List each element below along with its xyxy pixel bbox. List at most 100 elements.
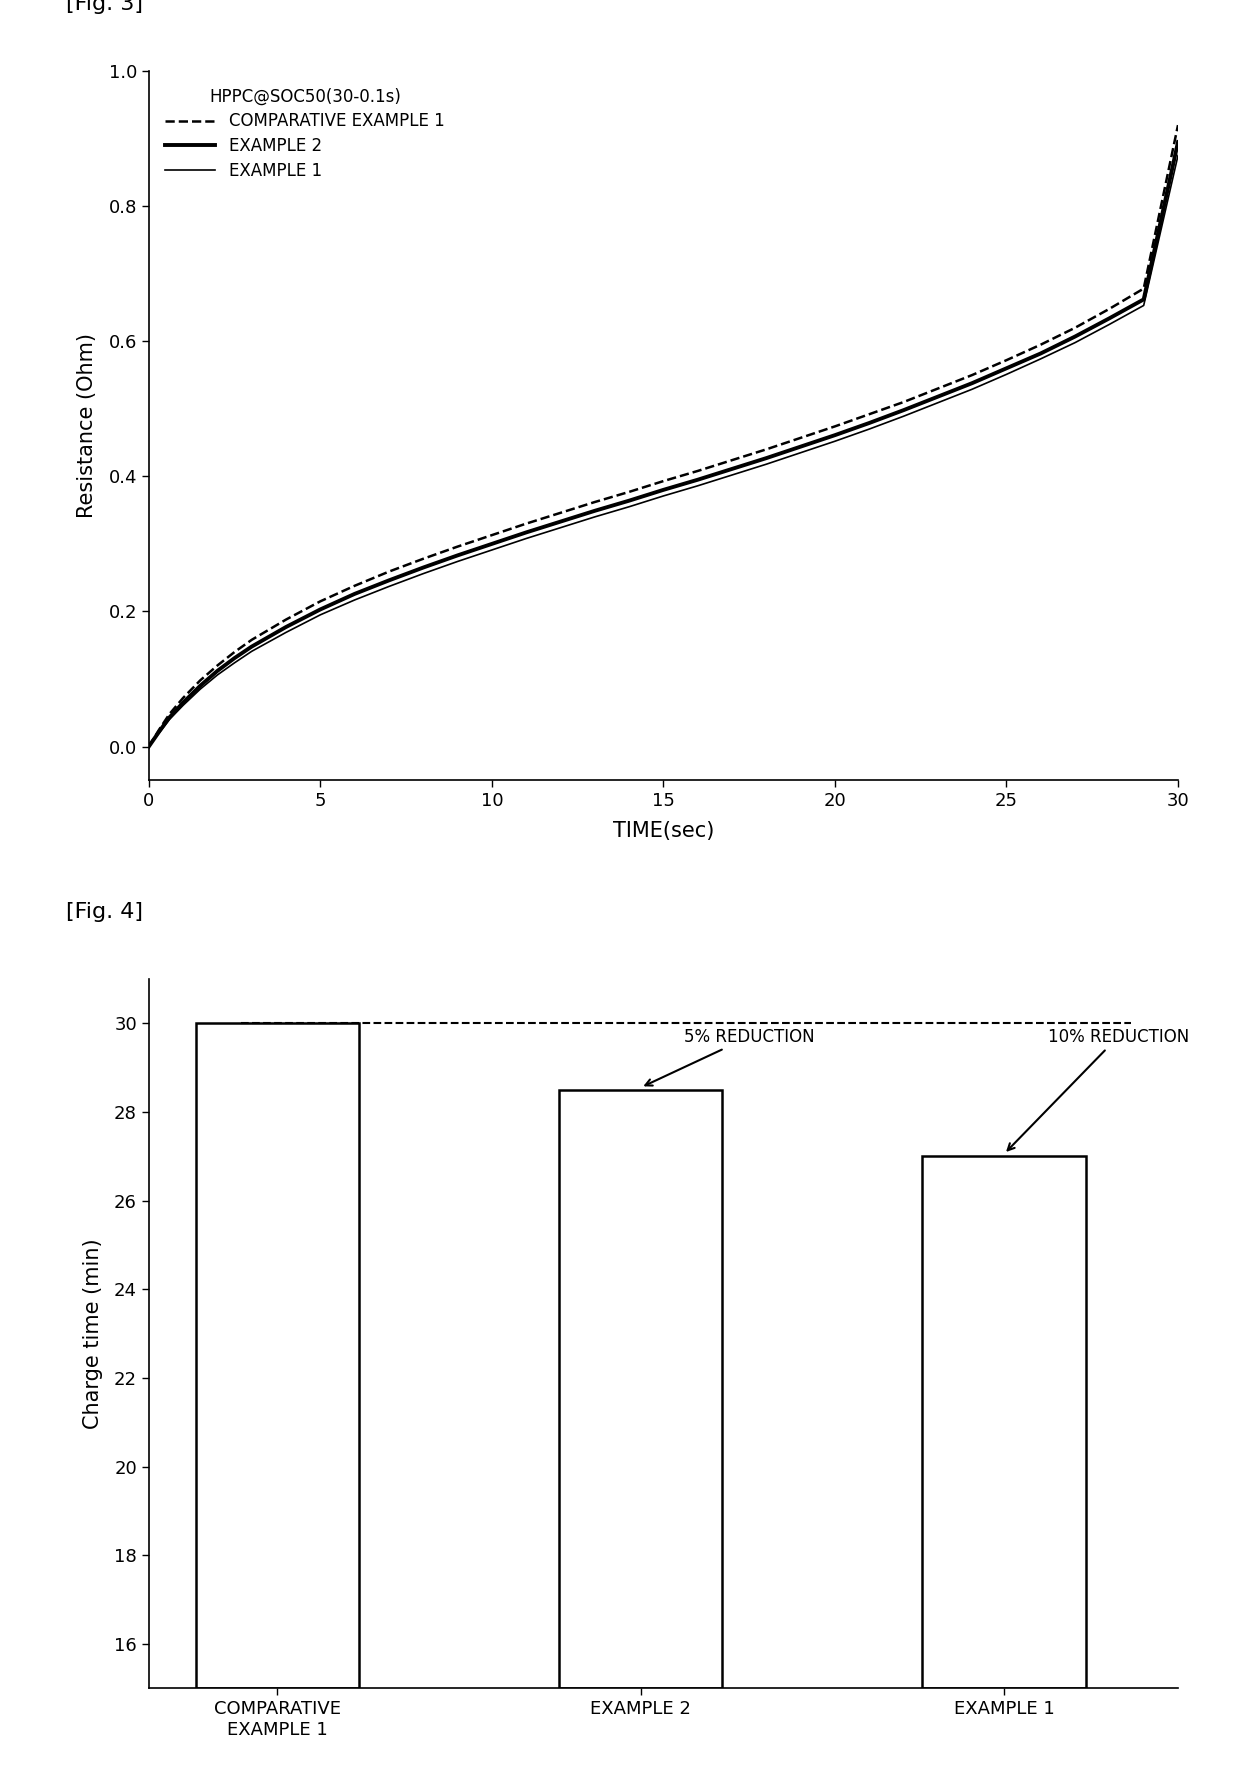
EXAMPLE 2 (450, 546, 465, 567)
EXAMPLE 2 (141, 736, 156, 757)
EXAMPLE 1 (656, 485, 671, 506)
COMPARATIVE EXAMPLE 1 (193, 670, 208, 691)
Text: [Fig. 4]: [Fig. 4] (67, 903, 144, 922)
EXAMPLE 1 (1033, 348, 1048, 370)
EXAMPLE 2 (1136, 288, 1151, 309)
Line: COMPARATIVE EXAMPLE 1: COMPARATIVE EXAMPLE 1 (149, 124, 1178, 746)
EXAMPLE 2 (485, 533, 500, 554)
EXAMPLE 2 (347, 583, 362, 604)
EXAMPLE 2 (312, 599, 327, 620)
COMPARATIVE EXAMPLE 1 (862, 403, 877, 425)
COMPARATIVE EXAMPLE 1 (827, 416, 842, 437)
EXAMPLE 2 (621, 490, 636, 512)
EXAMPLE 1 (1102, 315, 1117, 336)
EXAMPLE 1 (485, 540, 500, 562)
EXAMPLE 2 (176, 691, 191, 713)
EXAMPLE 1 (210, 665, 224, 686)
COMPARATIVE EXAMPLE 1 (151, 720, 166, 741)
EXAMPLE 2 (210, 661, 224, 682)
EXAMPLE 2 (965, 373, 980, 394)
EXAMPLE 1 (862, 418, 877, 439)
COMPARATIVE EXAMPLE 1 (1136, 277, 1151, 299)
EXAMPLE 2 (553, 512, 568, 533)
COMPARATIVE EXAMPLE 1 (347, 576, 362, 597)
EXAMPLE 2 (588, 499, 603, 521)
Y-axis label: Resistance (Ohm): Resistance (Ohm) (77, 334, 98, 519)
EXAMPLE 2 (1102, 307, 1117, 329)
COMPARATIVE EXAMPLE 1 (312, 590, 327, 611)
EXAMPLE 1 (897, 405, 911, 426)
EXAMPLE 2 (862, 412, 877, 434)
COMPARATIVE EXAMPLE 1 (965, 364, 980, 386)
Y-axis label: Charge time (min): Charge time (min) (83, 1239, 103, 1429)
COMPARATIVE EXAMPLE 1 (999, 350, 1014, 371)
EXAMPLE 2 (162, 707, 177, 729)
EXAMPLE 1 (141, 736, 156, 757)
EXAMPLE 2 (227, 647, 242, 668)
EXAMPLE 1 (382, 576, 397, 597)
EXAMPLE 2 (193, 675, 208, 697)
COMPARATIVE EXAMPLE 1 (1033, 334, 1048, 355)
EXAMPLE 1 (759, 453, 774, 474)
Text: 5% REDUCTION: 5% REDUCTION (645, 1027, 815, 1086)
COMPARATIVE EXAMPLE 1 (724, 450, 739, 471)
EXAMPLE 1 (415, 563, 430, 585)
EXAMPLE 2 (724, 458, 739, 480)
EXAMPLE 1 (244, 641, 259, 663)
EXAMPLE 1 (827, 430, 842, 451)
EXAMPLE 2 (1068, 325, 1083, 347)
EXAMPLE 1 (227, 652, 242, 673)
COMPARATIVE EXAMPLE 1 (897, 391, 911, 412)
EXAMPLE 1 (724, 464, 739, 485)
COMPARATIVE EXAMPLE 1 (759, 439, 774, 460)
EXAMPLE 1 (176, 695, 191, 716)
COMPARATIVE EXAMPLE 1 (518, 514, 533, 535)
EXAMPLE 1 (193, 679, 208, 700)
EXAMPLE 1 (930, 393, 945, 414)
EXAMPLE 2 (897, 400, 911, 421)
EXAMPLE 1 (1171, 146, 1185, 167)
COMPARATIVE EXAMPLE 1 (656, 471, 671, 492)
EXAMPLE 2 (691, 469, 706, 490)
EXAMPLE 2 (518, 522, 533, 544)
COMPARATIVE EXAMPLE 1 (485, 524, 500, 546)
COMPARATIVE EXAMPLE 1 (279, 610, 294, 631)
Line: EXAMPLE 2: EXAMPLE 2 (149, 142, 1178, 746)
EXAMPLE 1 (151, 723, 166, 745)
COMPARATIVE EXAMPLE 1 (930, 379, 945, 400)
COMPARATIVE EXAMPLE 1 (621, 482, 636, 503)
Legend: COMPARATIVE EXAMPLE 1, EXAMPLE 2, EXAMPLE 1: COMPARATIVE EXAMPLE 1, EXAMPLE 2, EXAMPL… (157, 80, 453, 188)
COMPARATIVE EXAMPLE 1 (794, 426, 808, 448)
EXAMPLE 1 (588, 506, 603, 528)
COMPARATIVE EXAMPLE 1 (588, 492, 603, 514)
COMPARATIVE EXAMPLE 1 (227, 641, 242, 663)
COMPARATIVE EXAMPLE 1 (691, 460, 706, 482)
EXAMPLE 2 (656, 480, 671, 501)
Line: EXAMPLE 1: EXAMPLE 1 (149, 156, 1178, 746)
EXAMPLE 1 (312, 604, 327, 626)
EXAMPLE 1 (518, 528, 533, 549)
COMPARATIVE EXAMPLE 1 (176, 688, 191, 709)
EXAMPLE 2 (999, 357, 1014, 379)
EXAMPLE 1 (691, 474, 706, 496)
EXAMPLE 2 (794, 435, 808, 457)
Text: 10% REDUCTION: 10% REDUCTION (1008, 1027, 1189, 1150)
EXAMPLE 2 (759, 448, 774, 469)
COMPARATIVE EXAMPLE 1 (450, 537, 465, 558)
EXAMPLE 2 (1171, 131, 1185, 153)
EXAMPLE 2 (415, 556, 430, 578)
EXAMPLE 2 (244, 636, 259, 657)
EXAMPLE 1 (450, 551, 465, 572)
COMPARATIVE EXAMPLE 1 (210, 656, 224, 677)
COMPARATIVE EXAMPLE 1 (1068, 316, 1083, 338)
COMPARATIVE EXAMPLE 1 (415, 547, 430, 569)
EXAMPLE 1 (162, 709, 177, 730)
Bar (559, 1089, 723, 1688)
EXAMPLE 2 (382, 570, 397, 592)
COMPARATIVE EXAMPLE 1 (1171, 114, 1185, 135)
EXAMPLE 1 (999, 364, 1014, 386)
EXAMPLE 2 (1033, 343, 1048, 364)
Bar (196, 1024, 360, 1688)
EXAMPLE 1 (621, 496, 636, 517)
COMPARATIVE EXAMPLE 1 (162, 704, 177, 725)
